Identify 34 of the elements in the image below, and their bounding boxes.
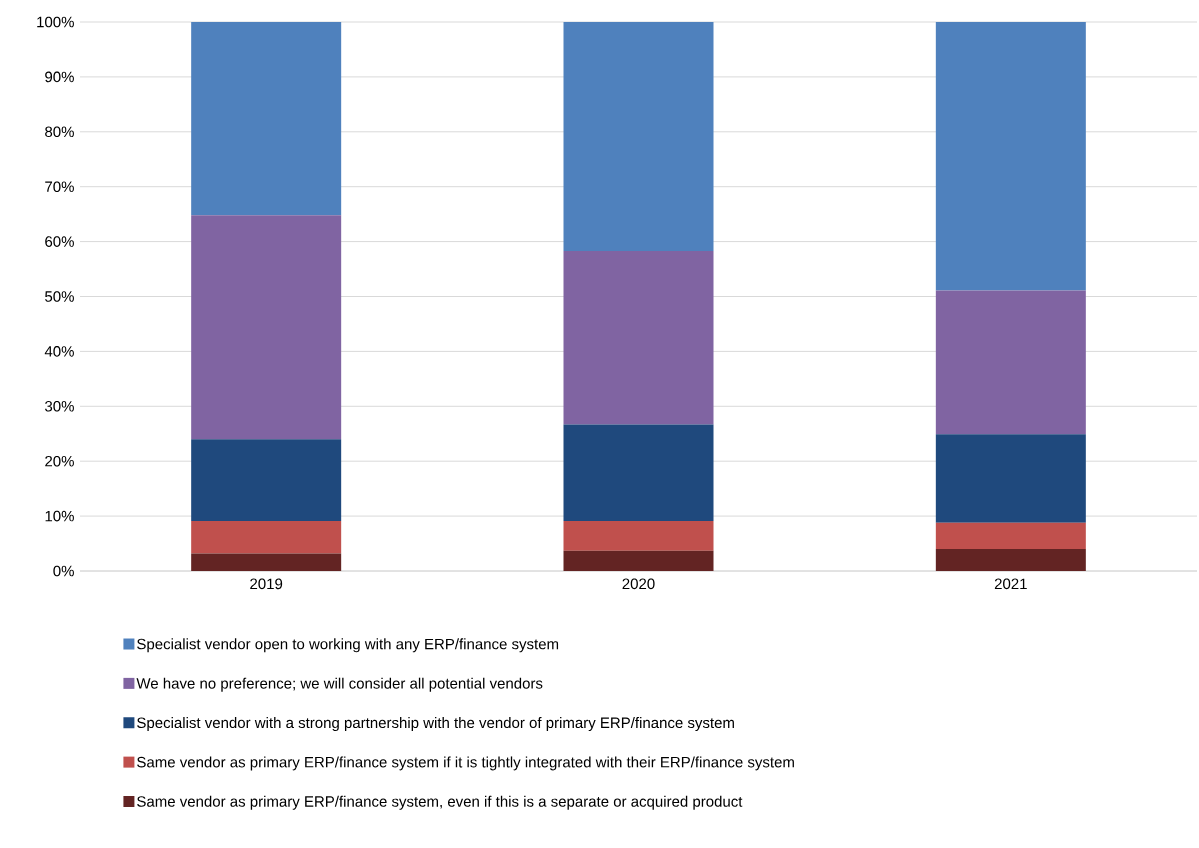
- bar: [191, 215, 342, 440]
- y-tick-label: 20%: [45, 455, 74, 467]
- bar: [191, 521, 342, 554]
- bar: [191, 21, 342, 216]
- legend-label: We have no preference; we will consider all potential vendors: [136, 677, 543, 692]
- y-tick-label: 40%: [44, 346, 74, 357]
- y-tick-label: 60%: [45, 236, 74, 247]
- x-tick-label: 2019: [250, 578, 283, 590]
- bar: [935, 549, 1086, 571]
- bar: [191, 553, 342, 571]
- bar: [563, 250, 714, 425]
- bar: [935, 434, 1086, 523]
- y-tick-label: 50%: [45, 291, 74, 302]
- bar: [935, 21, 1086, 291]
- bar: [191, 439, 342, 522]
- y-tick-label: 100%: [37, 16, 74, 28]
- x-tick-label: 2021: [994, 578, 1027, 590]
- legend-label: Specialist vendor open to working with any ERP/finance system: [137, 638, 559, 653]
- y-tick-label: 80%: [45, 126, 74, 138]
- bar: [563, 21, 714, 251]
- bar: [935, 522, 1086, 550]
- bar: [563, 424, 714, 522]
- y-tick-label: 0%: [53, 565, 74, 577]
- y-tick-label: 70%: [45, 181, 74, 192]
- bar: [563, 550, 714, 571]
- bar: [935, 290, 1086, 435]
- y-tick-label: 10%: [45, 510, 74, 522]
- bar: [563, 521, 714, 551]
- x-tick-label: 2020: [622, 578, 655, 590]
- y-tick-label: 30%: [45, 400, 74, 412]
- legend-label: Same vendor as primary ERP/finance system, even if this is a separate or acquired product: [137, 795, 743, 810]
- legend-label: Same vendor as primary ERP/finance system if it is tightly integrated with their ERP/finance system: [137, 756, 794, 771]
- legend-label: Specialist vendor with a strong partnership with the vendor of primary ERP/finance system: [137, 717, 734, 732]
- y-tick-label: 90%: [45, 71, 74, 83]
